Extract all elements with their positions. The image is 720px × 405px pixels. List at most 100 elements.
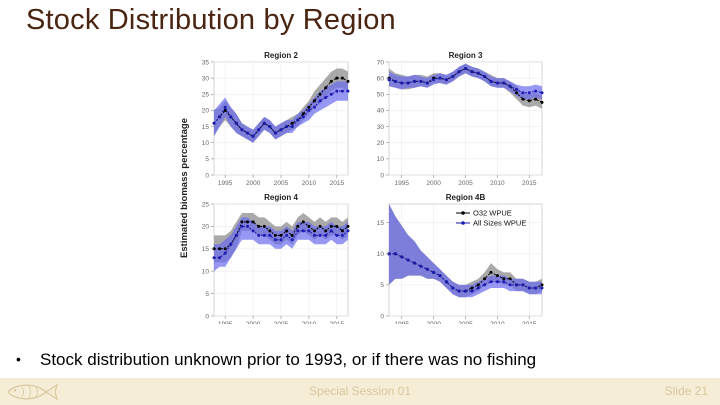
data-point (313, 233, 316, 237)
y-tick-label: 30 (377, 124, 385, 131)
data-point (290, 233, 294, 237)
y-tick-label: 25 (202, 201, 210, 208)
data-point (521, 97, 525, 101)
x-tick-label: 2010 (490, 321, 505, 324)
data-point (301, 115, 305, 119)
x-tick-label: 2005 (458, 180, 473, 187)
data-point (413, 261, 416, 265)
data-point (483, 75, 487, 78)
data-point (313, 229, 316, 233)
data-point (432, 270, 436, 274)
data-point (262, 233, 266, 237)
x-tick-label: 1995 (395, 321, 410, 324)
data-point (521, 283, 525, 287)
data-point (393, 79, 397, 83)
x-tick-label: 2010 (302, 321, 317, 324)
data-point (444, 280, 448, 284)
data-point (340, 229, 344, 233)
data-point (346, 79, 350, 83)
panel-3: Region 4 0 5 10 15 20 25 1995 2000 2005 2010 2015 (202, 193, 350, 324)
data-point (387, 78, 391, 82)
data-point (508, 277, 512, 281)
data-point (540, 100, 544, 104)
data-point (218, 115, 222, 119)
data-point (268, 125, 272, 129)
legend-label: All Sizes WPUE (473, 219, 526, 228)
x-tick-label: 2000 (246, 180, 261, 187)
data-point (346, 229, 350, 233)
data-point (313, 99, 316, 103)
data-point (346, 224, 350, 228)
footer-bar: Special Session 01 Slide 21 (0, 378, 720, 405)
data-point (285, 233, 289, 237)
data-point (268, 233, 272, 237)
data-point (476, 283, 480, 287)
data-point (329, 92, 333, 96)
bullet-item: • Stock distribution unknown prior to 199… (16, 350, 536, 370)
data-point (290, 121, 294, 125)
y-axis-label: Estimated biomass percentage (179, 118, 190, 258)
data-point (318, 99, 322, 103)
data-point (212, 121, 216, 125)
y-tick-label: 0 (205, 313, 209, 320)
data-point (534, 97, 538, 101)
data-point (307, 229, 311, 233)
legend-label: O32 WPUE (473, 209, 512, 218)
data-point (318, 224, 322, 228)
y-tick-label: 10 (377, 156, 385, 163)
y-tick-label: 20 (202, 224, 210, 231)
data-point (296, 224, 300, 228)
data-point (406, 81, 410, 85)
x-tick-label: 2015 (330, 321, 345, 324)
slide-title: Stock Distribution by Region (26, 4, 396, 36)
data-point (438, 76, 442, 80)
data-point (257, 128, 261, 132)
data-point (508, 283, 512, 287)
x-tick-label: 2010 (490, 180, 505, 187)
footer-session: Special Session 01 (308, 384, 412, 398)
data-point (413, 79, 416, 83)
data-point (318, 233, 322, 237)
data-point (246, 131, 249, 135)
data-point (451, 286, 455, 290)
panel-title: Region 2 (264, 51, 298, 60)
panel-title: Region 3 (449, 51, 483, 60)
data-point (296, 118, 300, 122)
data-point (438, 274, 442, 278)
y-tick-label: 35 (202, 59, 210, 66)
data-point (476, 286, 480, 290)
x-tick-label: 1995 (395, 180, 410, 187)
y-tick-label: 5 (380, 282, 384, 289)
x-tick-label: 2005 (274, 321, 289, 324)
y-tick-label: 15 (377, 220, 385, 227)
y-tick-label: 30 (202, 75, 210, 82)
x-tick-label: 2015 (522, 321, 537, 324)
data-point (290, 125, 294, 129)
data-point (240, 220, 244, 224)
x-tick-label: 2000 (426, 180, 441, 187)
data-point (502, 280, 506, 284)
data-point (419, 79, 423, 83)
data-point (425, 267, 429, 271)
region-biomass-figure: Estimated biomass percentage Region 2 0 5 10… (179, 51, 544, 324)
data-point (489, 280, 493, 284)
data-point (464, 67, 467, 70)
x-tick-label: 2000 (246, 321, 261, 324)
data-point (483, 283, 487, 287)
data-point (495, 274, 499, 278)
data-point (223, 251, 227, 255)
data-point (527, 286, 531, 290)
y-tick-label: 70 (377, 59, 385, 66)
confidence-band (389, 204, 542, 298)
data-point (273, 131, 277, 135)
data-point (240, 224, 244, 228)
data-point (489, 270, 493, 274)
data-point (483, 277, 487, 281)
data-point (335, 89, 339, 93)
bullet-symbol: • (16, 351, 21, 367)
x-tick-label: 2005 (274, 180, 289, 187)
data-point (251, 220, 255, 224)
data-point (527, 99, 531, 103)
data-point (400, 255, 404, 259)
